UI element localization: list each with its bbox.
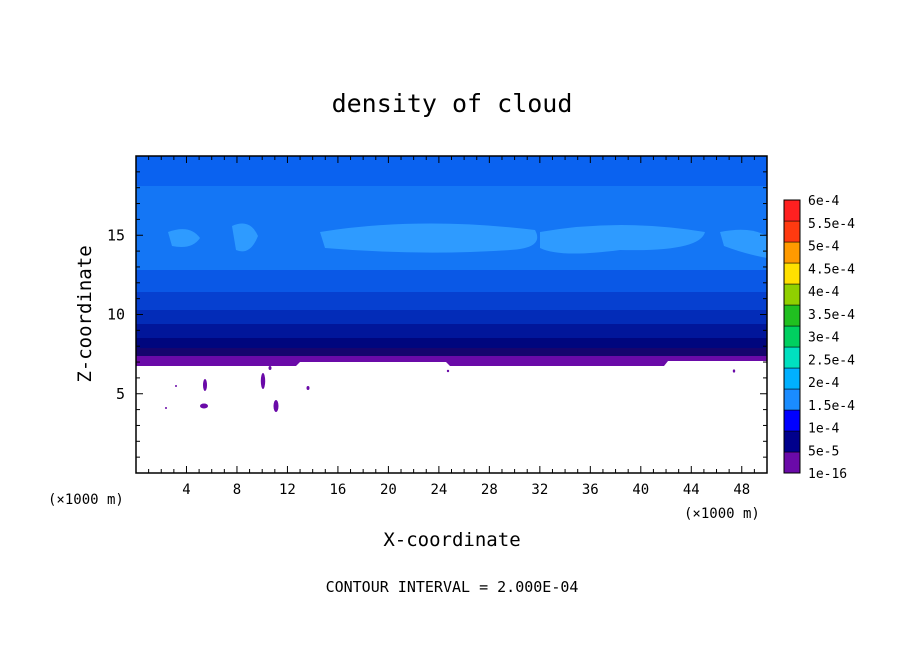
x-unit-right: (×1000 m) [684, 506, 760, 522]
colorbar-swatch [783, 262, 801, 285]
x-tick-label: 28 [481, 482, 498, 498]
fragment [732, 369, 736, 373]
x-tick-label: 16 [329, 482, 346, 498]
colorbar-label: 3.5e-4 [808, 308, 855, 323]
fragment [165, 407, 167, 409]
mid-layer-c [136, 310, 767, 324]
colorbar-swatch [783, 241, 801, 264]
band-15-patch-a [320, 223, 538, 253]
fragment [200, 403, 208, 409]
mid-layer-b [136, 292, 767, 310]
fragment [306, 386, 310, 390]
fragment [203, 379, 207, 391]
x-tick-label: 4 [182, 482, 190, 498]
fragment [268, 366, 272, 370]
colorbar-swatch [783, 430, 801, 453]
chart-title: density of cloud [332, 89, 573, 118]
x-tick-label: 20 [380, 482, 397, 498]
colorbar-label: 1e-16 [808, 467, 847, 482]
x-tick-label: 12 [279, 482, 296, 498]
cloud-base-layer [136, 356, 767, 366]
colorbar-label: 5.5e-4 [808, 217, 855, 232]
fragment [273, 400, 279, 412]
x-tick-label: 44 [683, 482, 700, 498]
colorbar-label: 5e-4 [808, 240, 839, 255]
colorbar-swatch [783, 451, 801, 474]
colorbar-label: 6e-4 [808, 194, 839, 209]
band-15-patch-b [540, 225, 705, 254]
colorbar-swatch [783, 325, 801, 348]
x-tick-label: 40 [632, 482, 649, 498]
colorbar-swatch [783, 346, 801, 369]
colorbar-frame [783, 199, 801, 474]
x-unit-left: (×1000 m) [48, 492, 124, 508]
colorbar-label: 4e-4 [808, 285, 839, 300]
y-tick-label: 15 [107, 226, 125, 244]
band-15-patch-e [720, 229, 767, 258]
x-tick-label: 8 [233, 482, 241, 498]
colorbar-label: 5e-5 [808, 444, 839, 459]
colorbar-label: 2.5e-4 [808, 353, 855, 368]
colorbar-label: 4.5e-4 [808, 262, 855, 277]
x-tick-label: 48 [733, 482, 750, 498]
band-15-patch-d [232, 223, 258, 252]
x-tick-label: 32 [531, 482, 548, 498]
fragment [260, 373, 266, 389]
band-15-patch-c [168, 229, 200, 247]
fragment [446, 369, 450, 373]
contour-field [136, 156, 767, 473]
colorbar-swatch [783, 409, 801, 432]
y-tick-label: 10 [107, 306, 125, 324]
colorbar: 1e-16 5e-5 1e-4 1.5e-4 2e-4 2.5e-4 3e-4 3.5e-4 4… [783, 194, 855, 482]
colorbar-swatch [783, 304, 801, 327]
y-axis-ticks: 5 10 15 [107, 171, 767, 458]
colorbar-label: 3e-4 [808, 331, 839, 346]
contour-interval-note: CONTOUR INTERVAL = 2.000E-04 [326, 578, 579, 596]
colorbar-label: 2e-4 [808, 376, 839, 391]
y-axis-label: Z-coordinate [74, 245, 96, 382]
mid-layer-e [136, 338, 767, 348]
y-tick-label: 5 [116, 385, 125, 403]
colorbar-label: 1e-4 [808, 422, 839, 437]
x-axis-ticks: 4 8 12 16 20 24 28 32 36 40 44 48 [148, 156, 755, 498]
lower-layer [136, 348, 767, 356]
mid-layer-a [136, 270, 767, 292]
colorbar-swatch [783, 388, 801, 411]
mid-layer-d [136, 324, 767, 338]
x-tick-label: 24 [430, 482, 447, 498]
upper-layer [136, 156, 767, 186]
colorbar-swatch [783, 283, 801, 306]
x-tick-label: 36 [582, 482, 599, 498]
colorbar-swatch [783, 367, 801, 390]
fragment [175, 385, 177, 387]
x-axis-label: X-coordinate [383, 529, 520, 551]
colorbar-label: 1.5e-4 [808, 399, 855, 414]
colorbar-swatch [783, 199, 801, 222]
scattered-cloud-fragments [165, 366, 736, 412]
colorbar-swatch [783, 220, 801, 243]
